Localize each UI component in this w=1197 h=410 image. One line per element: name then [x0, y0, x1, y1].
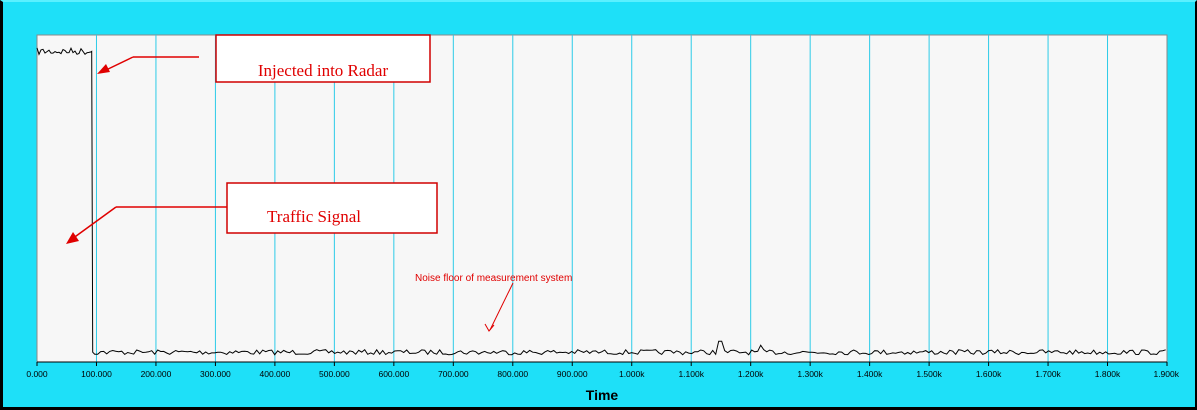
- x-tick-label: 600.000: [378, 369, 409, 379]
- annotation-label: Traffic Signal: [267, 207, 361, 226]
- annotation-arrow: [71, 206, 117, 240]
- x-tick-label: 1.100k: [678, 369, 704, 379]
- arrowhead: [66, 232, 79, 244]
- plot-area: [36, 34, 1168, 363]
- annotation-box: [215, 34, 431, 83]
- x-tick-label: 1.000k: [619, 369, 645, 379]
- x-tick-label: 1.300k: [797, 369, 823, 379]
- annotation-label: Noise floor of measurement system: [415, 273, 572, 284]
- x-tick-label: 900.000: [557, 369, 588, 379]
- x-axis-title: Time: [586, 387, 619, 403]
- annotation-noise: Noise floor of measurement system: [415, 273, 572, 332]
- x-tick-label: 300.000: [200, 369, 231, 379]
- x-tick-label: 1.400k: [857, 369, 883, 379]
- x-tick-label: 700.000: [438, 369, 469, 379]
- annotation-injected: Injected into Radar: [97, 34, 431, 83]
- x-tick-label: 1.500k: [916, 369, 942, 379]
- grid-lines: [95, 35, 1109, 362]
- x-tick-label: 1.700k: [1035, 369, 1061, 379]
- x-tick-label: 200.000: [141, 369, 172, 379]
- annotation-label: Injected into Radar: [258, 61, 389, 80]
- x-tick-label: 1.900k: [1153, 369, 1179, 379]
- annotation-arrow: [103, 56, 134, 72]
- arrowhead: [484, 323, 495, 332]
- x-tick-label: 1.800k: [1095, 369, 1121, 379]
- x-tick-labels: 0.000 100.000 200.000 300.000 400.000 500.000…: [26, 362, 1180, 379]
- annotation-box: [226, 182, 438, 234]
- x-tick-label: 0.000: [26, 369, 48, 379]
- x-tick-label: 1.600k: [976, 369, 1002, 379]
- x-tick-label: 500.000: [319, 369, 350, 379]
- x-tick-label: 100.000: [81, 369, 112, 379]
- x-tick-label: 1.200k: [738, 369, 764, 379]
- x-tick-label: 400.000: [260, 369, 291, 379]
- signal-line: [36, 46, 1166, 356]
- arrowhead: [97, 64, 110, 74]
- annotation-arrow: [489, 282, 514, 331]
- annotation-traffic: Traffic Signal: [66, 182, 438, 244]
- x-tick-label: 800.000: [497, 369, 528, 379]
